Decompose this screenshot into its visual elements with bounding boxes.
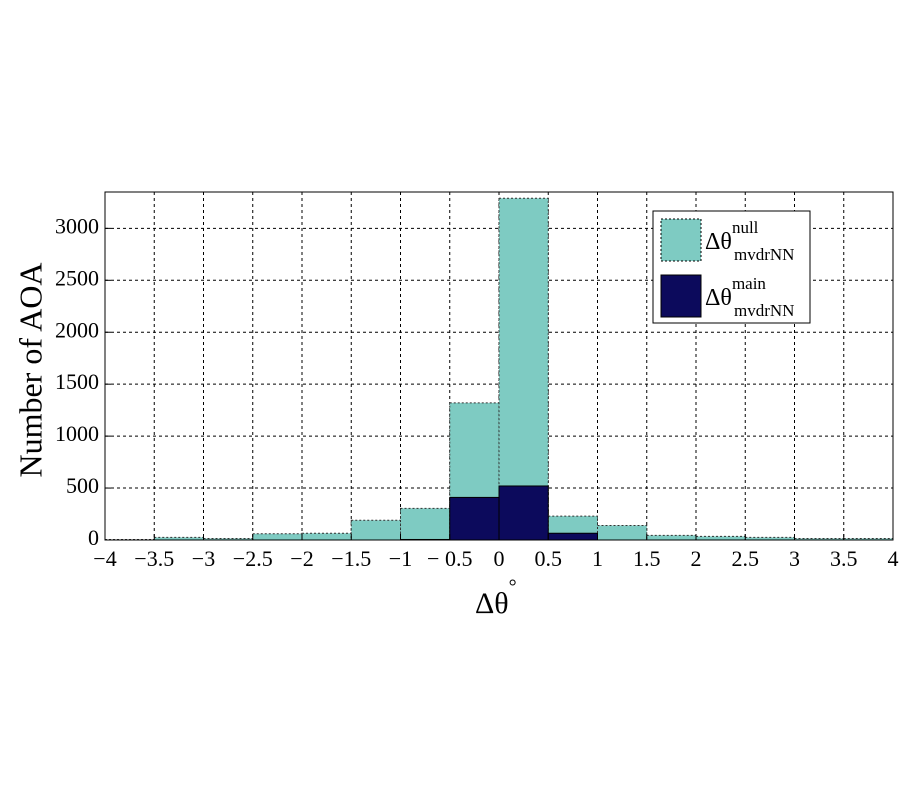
x-tick-label: 2 [691,546,702,571]
x-tick-label: 0 [494,546,505,571]
y-tick-label: 2500 [55,265,99,290]
x-axis-label: Δθ° [475,576,517,620]
histogram-bar [646,534,697,541]
histogram-bar [547,532,598,541]
legend-name: Δθ [705,285,732,311]
histogram-bar [252,533,303,541]
x-tick-label: −2.5 [233,546,273,571]
legend-superscript: main [732,274,766,293]
x-tick-label: 4 [888,546,899,571]
x-tick-label: −2 [290,546,313,571]
legend-subscript: mvdrNN [734,301,794,320]
x-tick-label: 1 [592,546,603,571]
histogram-bar [449,496,500,541]
histogram-bar [498,485,549,541]
x-tick-label: 2.5 [732,546,760,571]
x-axis-label-main: Δθ [475,587,509,620]
x-tick-label: −4 [93,546,116,571]
legend-superscript: null [732,218,759,237]
histogram-bar [301,532,352,541]
x-tick-label: −1 [389,546,412,571]
legend-label: Δθmain [705,274,766,311]
legend-label: Δθnull [705,218,759,255]
x-tick-label: − 0.5 [427,546,472,571]
y-tick-label: 0 [88,525,99,550]
legend-name: Δθ [705,229,732,255]
x-tick-label: 1.5 [633,546,661,571]
legend-swatch [660,218,702,262]
histogram-bar [400,507,451,541]
y-tick-label: 1500 [55,369,99,394]
y-tick-label: 1000 [55,421,99,446]
x-tick-label: 3.5 [830,546,858,571]
y-tick-label: 2000 [55,317,99,342]
x-tick-label: −3 [192,546,215,571]
histogram-bar [498,197,549,541]
histogram-bar [597,524,648,541]
histogram-bar [350,519,401,541]
x-tick-label: −3.5 [134,546,174,571]
y-tick-label: 3000 [55,213,99,238]
x-axis-label-superscript: ° [509,576,517,598]
y-axis-label: Number of AOA [12,262,48,477]
x-tick-label: 3 [789,546,800,571]
y-tick-label: 500 [66,473,99,498]
legend-swatch [660,274,702,318]
histogram-bar [695,535,746,541]
x-tick-label: −1.5 [331,546,371,571]
legend-subscript: mvdrNN [734,245,794,264]
x-tick-label: 0.5 [535,546,563,571]
